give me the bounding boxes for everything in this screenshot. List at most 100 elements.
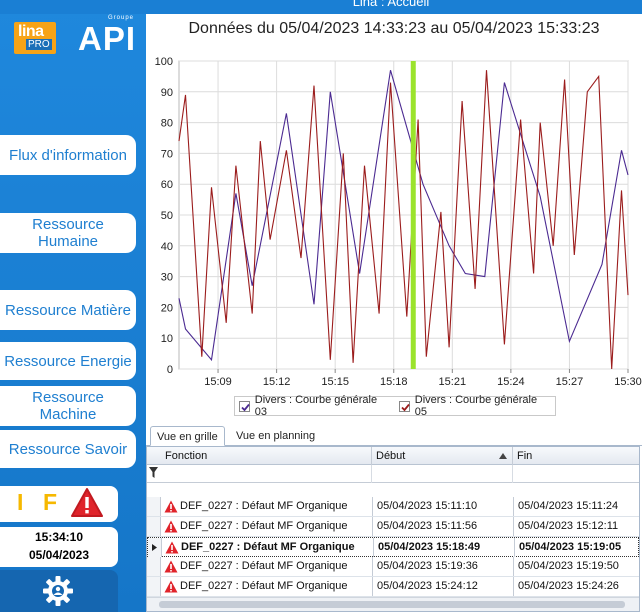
y-tick-label: 40 <box>161 241 173 253</box>
nav-ressource-savoir-button[interactable]: Ressource Savoir <box>0 430 136 468</box>
x-tick-label: 15:18 <box>380 376 408 388</box>
y-tick-label: 60 <box>161 179 173 191</box>
lina-logo-text: lina <box>18 23 44 40</box>
view-tabs: Vue en grille Vue en planning <box>146 426 642 446</box>
current-time: 15:34:10 <box>34 530 84 544</box>
api-logo-text: API <box>78 20 137 57</box>
grid-group-spacer <box>147 483 639 497</box>
cell-fin: 05/04/2023 15:11:24 <box>513 497 639 516</box>
legend-checkbox-series-03[interactable] <box>239 400 250 412</box>
row-indicator[interactable] <box>148 538 162 557</box>
current-date: 05/04/2023 <box>28 548 90 562</box>
filter-cell-fonction[interactable] <box>161 465 372 483</box>
events-grid: Fonction Début Fin DEF_0227 : Défaut MF … <box>146 446 640 612</box>
gear-icon <box>43 576 73 606</box>
y-tick-label: 30 <box>161 272 173 284</box>
y-tick-label: 0 <box>167 364 173 376</box>
column-header-fin[interactable]: Fin <box>517 450 533 462</box>
x-tick-label: 15:15 <box>321 376 349 388</box>
warning-icon <box>164 520 178 533</box>
nav-ressource-humaine-button[interactable]: Ressource Humaine <box>0 213 136 253</box>
cell-debut: 05/04/2023 15:11:10 <box>372 497 512 516</box>
cell-fin: 05/04/2023 15:19:05 <box>514 538 640 557</box>
line-chart[interactable]: 0 10 20 30 40 50 60 70 80 90 100 15:09 15:12 15:15 15:… <box>146 14 642 394</box>
y-tick-label: 10 <box>161 333 173 345</box>
warning-icon <box>164 580 178 593</box>
y-tick-label: 90 <box>161 87 173 99</box>
cell-fonction: DEF_0227 : Défaut MF Organique <box>180 560 348 572</box>
tab-vue-en-planning[interactable]: Vue en planning <box>236 430 316 442</box>
table-row[interactable]: DEF_0227 : Défaut MF Organique 05/04/202… <box>147 517 639 537</box>
nav-ressource-energie-button[interactable]: Ressource Energie <box>0 342 136 380</box>
table-row-selected[interactable]: DEF_0227 : Défaut MF Organique 05/04/202… <box>147 537 639 557</box>
cell-fonction: DEF_0227 : Défaut MF Organique <box>180 580 348 592</box>
row-indicator[interactable] <box>147 497 161 516</box>
current-row-arrow-icon <box>152 544 157 551</box>
chart-title: Données du 05/04/2023 14:33:23 au 05/04/… <box>188 20 600 37</box>
warning-icon <box>165 541 179 554</box>
x-tick-label: 15:12 <box>263 376 291 388</box>
x-tick-label: 15:30 <box>614 376 642 388</box>
cell-fonction: DEF_0227 : Défaut MF Organique <box>180 520 348 532</box>
cell-fin: 05/04/2023 15:24:26 <box>513 577 639 596</box>
x-tick-label: 15:09 <box>204 376 232 388</box>
y-tick-label: 20 <box>161 302 173 314</box>
chart-legend: Divers : Courbe générale 03 Divers : Cou… <box>234 394 556 418</box>
filter-cell-fin[interactable] <box>513 465 639 483</box>
scrollbar-thumb[interactable] <box>159 601 625 608</box>
x-tick-label: 15:27 <box>556 376 584 388</box>
lina-pro-logo: lina PRO <box>14 22 56 54</box>
legend-item-series-05[interactable]: Divers : Courbe générale 05 <box>399 394 549 418</box>
table-row[interactable]: DEF_0227 : Défaut MF Organique 05/04/202… <box>147 557 639 577</box>
window-title: Lina : Accueil <box>352 0 430 9</box>
legend-label-series-05: Divers : Courbe générale 05 <box>414 394 538 418</box>
filter-row[interactable] <box>147 465 639 483</box>
x-tick-label: 15:24 <box>497 376 525 388</box>
groupe-logo-text: Groupe <box>108 15 135 21</box>
cell-debut: 05/04/2023 15:24:12 <box>372 577 512 596</box>
cell-fin: 05/04/2023 15:12:11 <box>513 517 639 536</box>
filter-cell-debut[interactable] <box>372 465 513 483</box>
sort-ascending-icon <box>499 453 507 459</box>
warning-icon[interactable] <box>70 487 104 524</box>
table-row[interactable]: DEF_0227 : Défaut MF Organique 05/04/202… <box>147 577 639 597</box>
row-indicator[interactable] <box>147 557 161 576</box>
tab-vue-en-grille[interactable]: Vue en grille <box>150 426 225 446</box>
filter-icon <box>149 467 158 478</box>
clock-panel: 15:34:10 05/04/2023 <box>0 527 118 567</box>
y-tick-label: 50 <box>161 210 173 222</box>
column-header-debut[interactable]: Début <box>372 447 513 465</box>
indicator-i[interactable]: I <box>17 489 24 515</box>
row-indicator[interactable] <box>147 577 161 596</box>
warning-icon <box>164 500 178 513</box>
y-tick-label: 80 <box>161 118 173 130</box>
main-panel: Données du 05/04/2023 14:33:23 au 05/04/… <box>146 14 642 612</box>
cell-fonction: DEF_0227 : Défaut MF Organique <box>180 500 348 512</box>
nav-ressource-matiere-button[interactable]: Ressource Matière <box>0 290 136 330</box>
column-header-debut-label: Début <box>376 450 406 462</box>
cell-debut: 05/04/2023 15:18:49 <box>373 538 513 557</box>
settings-button[interactable] <box>0 570 118 612</box>
row-indicator[interactable] <box>147 517 161 536</box>
legend-label-series-03: Divers : Courbe générale 03 <box>254 394 378 418</box>
table-row[interactable]: DEF_0227 : Défaut MF Organique 05/04/202… <box>147 497 639 517</box>
legend-checkbox-series-05[interactable] <box>399 400 410 412</box>
y-tick-label: 70 <box>161 148 173 160</box>
horizontal-scrollbar[interactable] <box>147 597 639 611</box>
alert-indicators: I F <box>0 486 118 522</box>
grid-header: Fonction Début Fin <box>147 447 639 465</box>
column-header-fonction[interactable]: Fonction <box>161 447 372 465</box>
indicator-f[interactable]: F <box>43 489 58 515</box>
y-tick-label: 100 <box>155 56 173 68</box>
legend-item-series-03[interactable]: Divers : Courbe générale 03 <box>239 394 389 418</box>
nav-ressource-machine-button[interactable]: Ressource Machine <box>0 386 136 426</box>
warning-icon <box>164 560 178 573</box>
sidebar: lina PRO Groupe API Flux d'information R… <box>0 0 146 612</box>
window-titlebar: Lina : Accueil <box>0 0 642 14</box>
x-tick-label: 15:21 <box>439 376 467 388</box>
cell-fin: 05/04/2023 15:19:50 <box>513 557 639 576</box>
nav-flux-information-button[interactable]: Flux d'information <box>0 135 136 175</box>
cell-fonction: DEF_0227 : Défaut MF Organique <box>181 541 355 553</box>
cell-debut: 05/04/2023 15:19:36 <box>372 557 512 576</box>
series-line-03 <box>178 70 629 362</box>
